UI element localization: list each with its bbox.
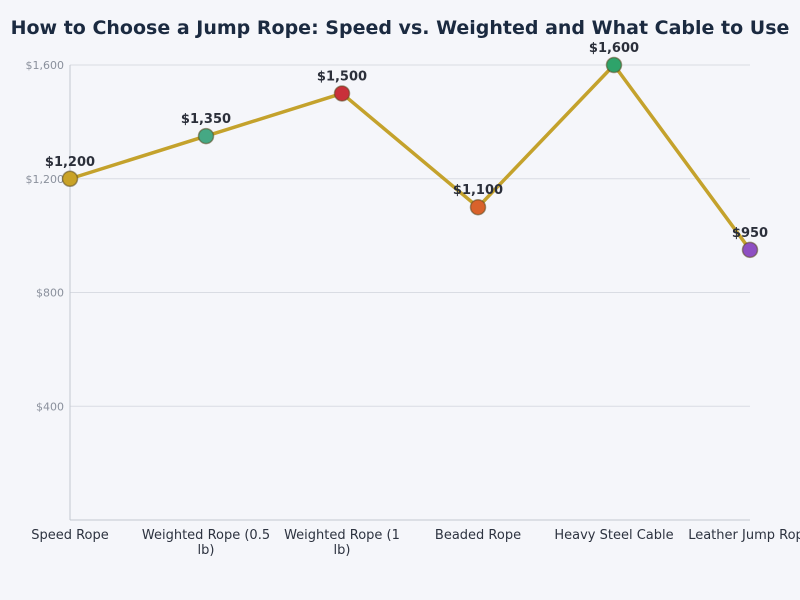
x-tick-label: Speed Rope: [31, 528, 109, 543]
y-tick-label: $400: [36, 400, 64, 413]
series-line: [68, 63, 752, 252]
data-labels: $1,200 $1,350 $1,500 $1,100 $1,600 $950: [45, 41, 768, 241]
x-tick-label: Weighted Rope (0.5: [142, 528, 270, 543]
data-point[interactable]: [741, 241, 759, 259]
x-tick-label: lb): [198, 543, 215, 558]
y-tick-label: $1,200: [26, 173, 65, 186]
data-point[interactable]: [469, 198, 487, 216]
y-tick-label: $800: [36, 287, 64, 300]
chart-title: How to Choose a Jump Rope: Speed vs. Wei…: [11, 17, 790, 39]
data-label: $1,600: [589, 41, 639, 56]
gridlines: [70, 64, 750, 407]
x-tick-label: Weighted Rope (1: [284, 528, 400, 543]
x-tick-label: Beaded Rope: [435, 528, 521, 543]
axes: $400 $800 $1,200 $1,600: [26, 59, 750, 521]
x-tick-label: Heavy Steel Cable: [554, 528, 673, 543]
data-label: $950: [732, 226, 768, 241]
data-point[interactable]: [605, 56, 623, 74]
x-tick-label: Leather Jump Rope: [688, 528, 800, 543]
data-point[interactable]: [333, 85, 351, 102]
series-line-group: [68, 63, 752, 252]
data-label: $1,350: [181, 112, 231, 127]
data-point[interactable]: [197, 127, 215, 145]
data-label: $1,200: [45, 155, 95, 170]
data-label: $1,500: [317, 69, 367, 84]
data-points: [61, 56, 759, 259]
x-tick-labels: Speed Rope Weighted Rope (0.5lb)Weighted …: [31, 528, 800, 558]
y-tick-label: $1,600: [26, 59, 65, 72]
data-label: $1,100: [453, 183, 503, 198]
data-point[interactable]: [61, 170, 79, 187]
x-tick-label: lb): [334, 543, 351, 558]
